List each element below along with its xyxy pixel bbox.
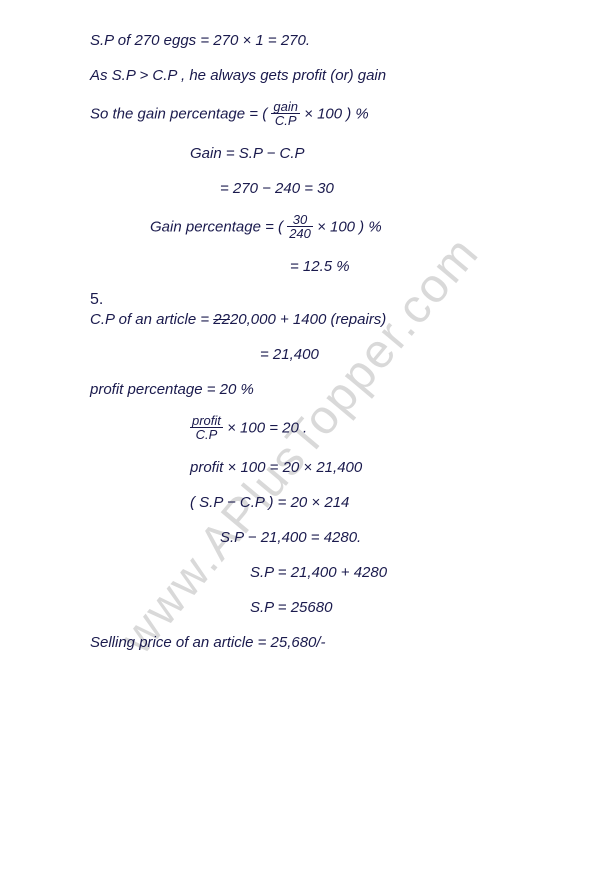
text-fragment: 20,000 + 1400 (repairs) [230, 311, 386, 328]
text-line: Gain percentage = ( 30 240 × 100 ) % [60, 213, 560, 242]
text-line: S.P = 21,400 + 4280 [60, 562, 560, 583]
text-line: profit × 100 = 20 × 21,400 [60, 457, 560, 478]
text-fragment: Gain percentage = ( [150, 218, 283, 235]
fraction-denominator: 240 [287, 227, 313, 242]
fraction: 30 240 [287, 213, 313, 242]
fraction: gain C.P [271, 100, 300, 129]
text-line: Gain = S.P − C.P [60, 143, 560, 164]
text-line: ( S.P − C.P ) = 20 × 214 [60, 492, 560, 513]
text-line: C.P of an article = 2220,000 + 1400 (rep… [60, 309, 560, 330]
text-line: So the gain percentage = ( gain C.P × 10… [60, 100, 560, 129]
question-number: 5. [90, 291, 103, 309]
text-line: As S.P > C.P , he always gets profit (or… [60, 65, 560, 86]
fraction-numerator: profit [190, 414, 223, 428]
text-line: S.P − 21,400 = 4280. [60, 527, 560, 548]
struck-text: 22 [213, 311, 230, 328]
fraction: profit C.P [190, 414, 223, 443]
text-fragment: × 100 ) % [317, 218, 382, 235]
fraction-numerator: gain [271, 100, 300, 114]
fraction-numerator: 30 [287, 213, 313, 227]
text-line: = 270 − 240 = 30 [60, 178, 560, 199]
fraction-denominator: C.P [190, 428, 223, 443]
fraction-denominator: C.P [271, 114, 300, 129]
text-fragment: × 100 = 20 . [227, 419, 307, 436]
text-line: S.P = 25680 [60, 597, 560, 618]
text-line: profit C.P × 100 = 20 . [60, 414, 560, 443]
text-fragment: C.P of an article = [90, 311, 213, 328]
text-fragment: × 100 ) % [304, 105, 369, 122]
text-line: Selling price of an article = 25,680/- [60, 632, 560, 653]
text-line: S.P of 270 eggs = 270 × 1 = 270. [60, 30, 560, 51]
text-fragment: So the gain percentage = ( [90, 105, 267, 122]
text-line: = 21,400 [60, 344, 560, 365]
handwritten-page: S.P of 270 eggs = 270 × 1 = 270. As S.P … [0, 0, 600, 687]
text-line: = 12.5 % [60, 256, 560, 277]
text-line: profit percentage = 20 % [60, 379, 560, 400]
